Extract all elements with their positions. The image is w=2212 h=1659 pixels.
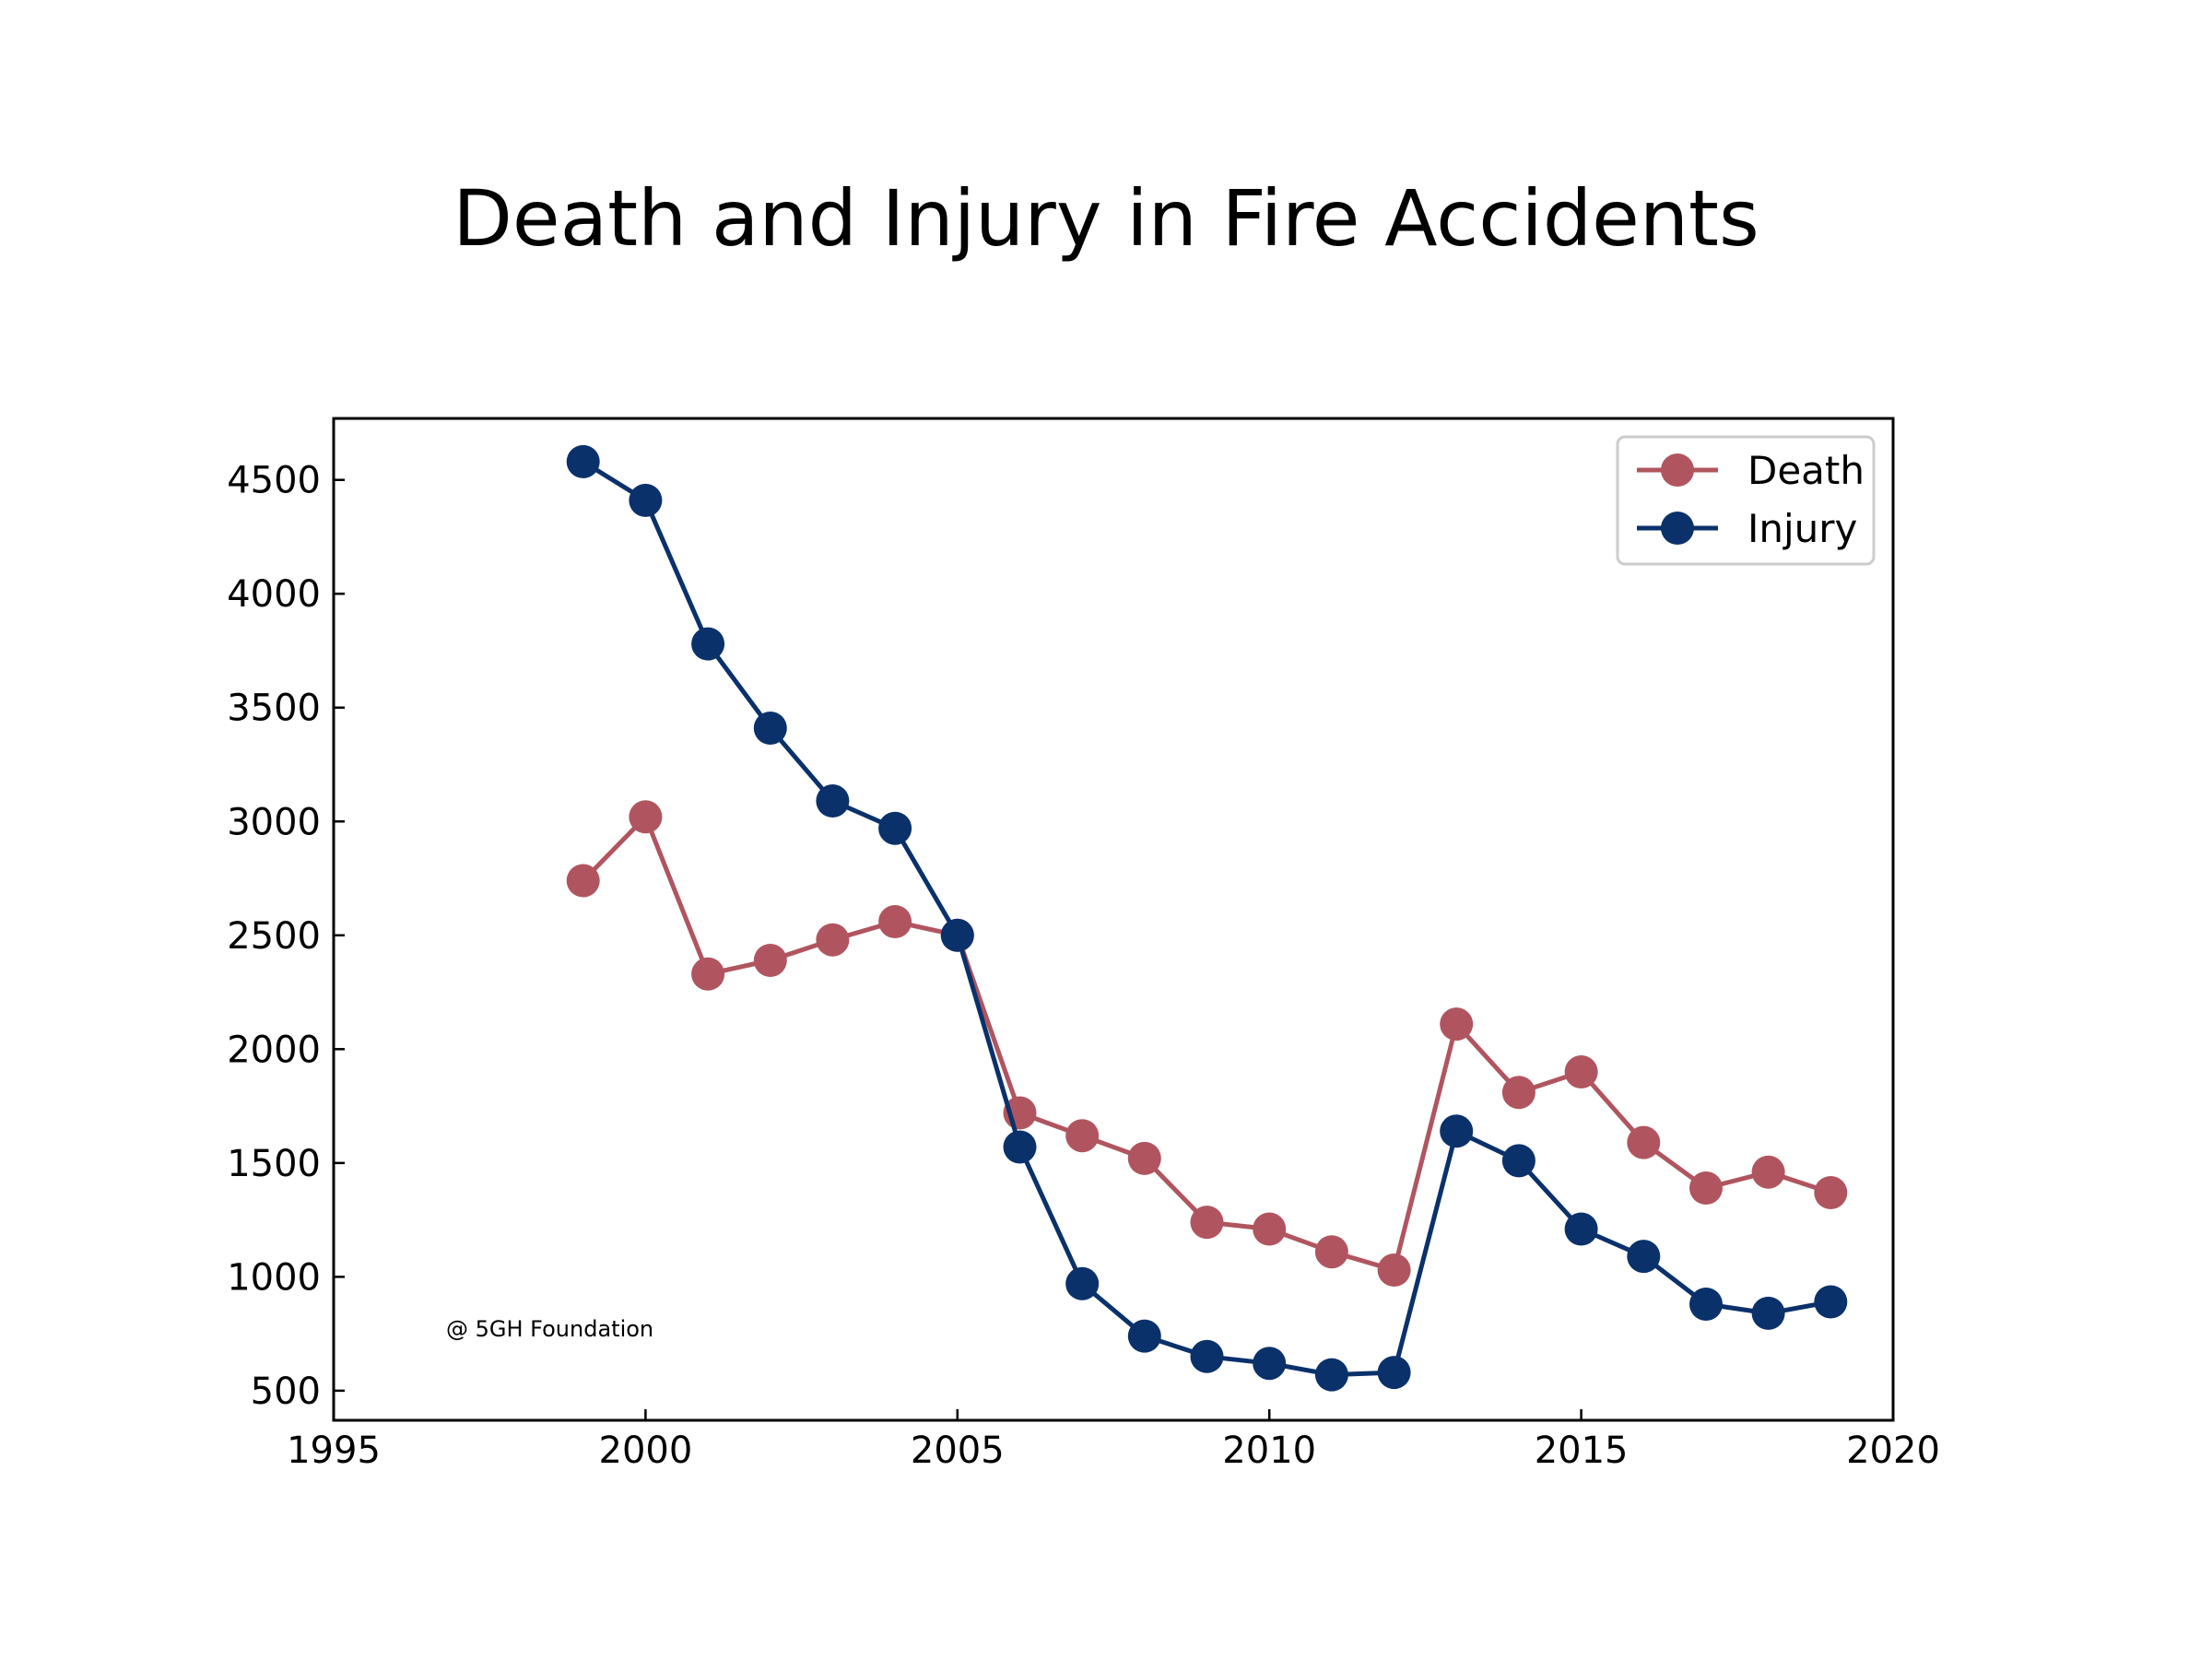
chart-title: Death and Injury in Fire Accidents bbox=[453, 173, 1759, 264]
legend-item-injury: Injury bbox=[1637, 506, 1857, 551]
data-point-injury bbox=[1314, 1358, 1348, 1392]
series-injury bbox=[566, 444, 1848, 1392]
y-tick-label: 1000 bbox=[227, 1256, 321, 1299]
data-point-injury bbox=[1689, 1288, 1723, 1321]
data-point-death bbox=[629, 800, 663, 834]
y-tick-label: 1500 bbox=[227, 1143, 321, 1185]
data-point-injury bbox=[1564, 1212, 1598, 1246]
data-point-injury bbox=[940, 918, 974, 952]
y-tick-label: 4000 bbox=[227, 573, 321, 616]
x-axis: 1995 2000 2005 2010 2015 2020 bbox=[287, 1409, 1940, 1472]
data-point-injury bbox=[566, 444, 600, 478]
data-point-injury bbox=[629, 483, 663, 517]
data-point-death bbox=[1564, 1055, 1598, 1088]
series-death bbox=[566, 800, 1848, 1287]
data-point-death bbox=[1689, 1171, 1723, 1205]
data-point-injury bbox=[1065, 1266, 1100, 1300]
x-tick-label: 2010 bbox=[1222, 1430, 1316, 1472]
legend-marker bbox=[1661, 512, 1694, 545]
data-point-death bbox=[1190, 1206, 1224, 1240]
y-tick-label: 4500 bbox=[227, 460, 321, 502]
legend: Death Injury bbox=[1616, 435, 1876, 566]
x-tick-label: 2005 bbox=[911, 1430, 1005, 1472]
data-point-death bbox=[1065, 1119, 1100, 1153]
data-point-death bbox=[566, 864, 600, 898]
y-tick-label: 3500 bbox=[227, 688, 321, 730]
data-point-injury bbox=[1190, 1339, 1224, 1373]
data-point-death bbox=[1127, 1141, 1161, 1175]
data-point-death bbox=[1253, 1212, 1287, 1246]
data-point-injury bbox=[753, 712, 787, 745]
data-point-injury bbox=[1501, 1144, 1535, 1178]
data-point-injury bbox=[1751, 1296, 1785, 1330]
y-tick-label: 3000 bbox=[227, 801, 321, 843]
x-tick-label: 2015 bbox=[1535, 1430, 1629, 1472]
data-point-death bbox=[1501, 1076, 1535, 1110]
data-point-injury bbox=[1127, 1319, 1161, 1353]
data-point-injury bbox=[878, 811, 912, 845]
series-layer bbox=[566, 444, 1848, 1392]
data-point-death bbox=[816, 923, 850, 957]
data-point-death bbox=[1751, 1155, 1785, 1189]
data-point-injury bbox=[1253, 1347, 1287, 1381]
data-point-death bbox=[1377, 1253, 1411, 1287]
x-tick-label: 2020 bbox=[1846, 1430, 1940, 1472]
data-point-death bbox=[878, 905, 912, 938]
data-point-injury bbox=[1440, 1114, 1474, 1148]
data-point-injury bbox=[1627, 1240, 1661, 1274]
data-point-injury bbox=[691, 627, 725, 661]
x-tick-label: 2000 bbox=[599, 1430, 693, 1472]
legend-label: Death bbox=[1747, 448, 1865, 493]
series-line-death bbox=[581, 814, 1832, 1273]
plot-frame bbox=[332, 417, 1895, 1422]
legend-label: Injury bbox=[1747, 506, 1857, 551]
source-annotation: @ 5GH Foundation bbox=[446, 1316, 653, 1342]
data-point-death bbox=[753, 944, 787, 977]
data-point-death bbox=[1814, 1176, 1848, 1209]
y-tick-label: 2000 bbox=[227, 1029, 321, 1071]
y-tick-label: 500 bbox=[251, 1371, 321, 1413]
data-point-death bbox=[1440, 1007, 1474, 1041]
legend-marker bbox=[1661, 453, 1694, 487]
data-point-injury bbox=[816, 784, 850, 818]
data-point-death bbox=[1314, 1235, 1348, 1269]
data-point-injury bbox=[1003, 1130, 1037, 1164]
data-point-death bbox=[691, 957, 725, 991]
data-point-injury bbox=[1814, 1285, 1848, 1319]
data-point-injury bbox=[1377, 1356, 1411, 1390]
y-axis: 500 1000 1500 2000 2500 3000 3500 4000 4500 bbox=[227, 460, 345, 1413]
legend-item-death: Death bbox=[1637, 448, 1865, 493]
x-tick-label: 1995 bbox=[287, 1430, 381, 1472]
y-tick-label: 2500 bbox=[227, 915, 321, 958]
data-point-death bbox=[1627, 1125, 1661, 1159]
